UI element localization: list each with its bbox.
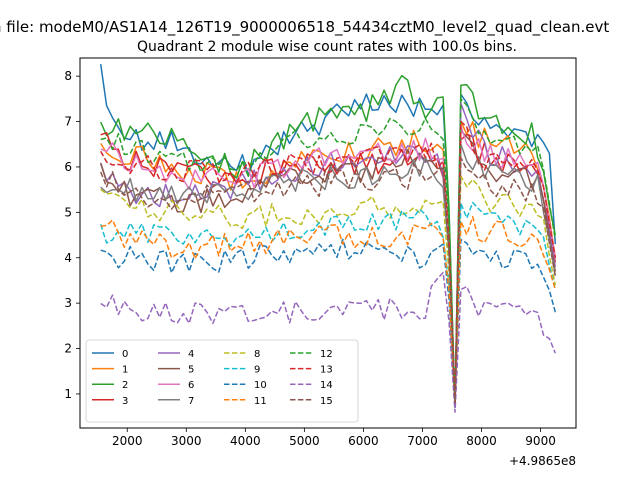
legend-label-11: 11 — [254, 396, 267, 407]
series-layer — [99, 63, 557, 413]
legend-label-4: 4 — [188, 349, 194, 360]
series-line-9 — [99, 201, 557, 404]
x-tick-label: 6000 — [348, 434, 379, 448]
legend-label-5: 5 — [188, 365, 194, 376]
x-offset-label: +4.9865e8 — [509, 454, 576, 468]
series-line-10 — [100, 238, 557, 404]
y-tick-label: 8 — [64, 69, 72, 83]
x-tick-label: 5000 — [289, 434, 320, 448]
legend-label-9: 9 — [254, 365, 260, 376]
series-line-11 — [100, 215, 557, 404]
legend-label-1: 1 — [122, 365, 128, 376]
x-tick-label: 8000 — [466, 434, 497, 448]
legend-label-8: 8 — [254, 349, 260, 360]
legend-label-15: 15 — [320, 396, 333, 407]
series-line-12 — [100, 98, 557, 404]
y-tick-label: 1 — [64, 387, 72, 401]
series-line-13 — [100, 120, 557, 404]
legend-label-12: 12 — [320, 349, 333, 360]
y-tick-label: 2 — [64, 342, 72, 356]
y-tick-label: 6 — [64, 160, 72, 174]
legend-label-3: 3 — [122, 396, 128, 407]
plot-area-frame — [79, 57, 577, 429]
series-line-2 — [100, 74, 557, 409]
legend-box — [85, 339, 359, 423]
series-line-14 — [100, 271, 556, 413]
y-tick-label: 4 — [64, 251, 72, 265]
legend-label-2: 2 — [122, 380, 128, 391]
series-line-5 — [99, 129, 557, 404]
series-line-8 — [100, 175, 557, 404]
chart-title: Quadrant 2 module wise count rates with … — [137, 39, 517, 55]
legend-label-10: 10 — [254, 380, 267, 391]
y-tick-label: 3 — [64, 296, 72, 310]
series-line-15 — [100, 157, 557, 404]
legend-label-7: 7 — [188, 396, 194, 407]
series-line-0 — [99, 63, 557, 407]
figure-suptitle: n file: modeM0/AS1A14_126T19_9000006518_… — [0, 18, 609, 37]
legend-label-0: 0 — [122, 349, 128, 360]
x-tick-label: 7000 — [407, 434, 438, 448]
legend-label-14: 14 — [320, 380, 333, 391]
y-tick-label: 5 — [64, 205, 72, 219]
x-tick-label: 9000 — [525, 434, 556, 448]
x-tick-label: 3000 — [171, 434, 202, 448]
legend-label-13: 13 — [320, 365, 333, 376]
x-tick-label: 4000 — [230, 434, 261, 448]
y-tick-label: 7 — [64, 115, 72, 129]
x-tick-label: 2000 — [112, 434, 143, 448]
legend-label-6: 6 — [188, 380, 194, 391]
